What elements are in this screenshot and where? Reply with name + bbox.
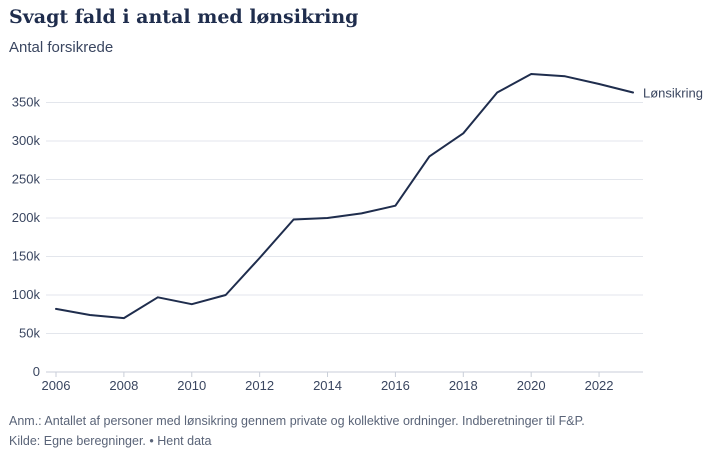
chart-note: Anm.: Antallet af personer med lønsikrin… <box>9 414 585 428</box>
line-chart: 0 50k 100k 150k 200k 250k 300k 350k 2006 2008 2010… <box>12 71 703 393</box>
data-point[interactable] <box>596 81 602 87</box>
x-tick-label: 2010 <box>177 378 206 393</box>
x-tick-label: 2018 <box>449 378 478 393</box>
data-point[interactable] <box>325 215 331 221</box>
x-tick-label: 2014 <box>313 378 342 393</box>
data-point[interactable] <box>291 217 297 223</box>
x-tick-label: 2006 <box>42 378 71 393</box>
chart-subtitle: Antal forsikrede <box>9 39 114 56</box>
x-tick-label: 2016 <box>381 378 410 393</box>
download-data-link[interactable]: Hent data <box>157 434 212 448</box>
y-tick-label: 250k <box>12 172 41 187</box>
data-point[interactable] <box>121 315 127 321</box>
y-tick-label: 200k <box>12 210 41 225</box>
source-text: Kilde: Egne beregninger. • <box>9 434 158 448</box>
data-point[interactable] <box>87 312 93 318</box>
x-tick-label: 2008 <box>109 378 138 393</box>
series-label: Lønsikring <box>643 85 703 100</box>
x-tick-label: 2012 <box>245 378 274 393</box>
chart-source: Kilde: Egne beregninger. • Hent data <box>9 434 211 448</box>
y-tick-label: 50k <box>19 326 40 341</box>
data-point[interactable] <box>426 153 432 159</box>
y-tick-label: 300k <box>12 133 41 148</box>
data-point[interactable] <box>392 203 398 209</box>
y-tick-label: 350k <box>12 95 41 110</box>
data-point[interactable] <box>189 301 195 307</box>
data-point[interactable] <box>53 306 59 312</box>
x-tick-label: 2020 <box>517 378 546 393</box>
chart-title: Svagt fald i antal med lønsikring <box>9 6 359 28</box>
data-point[interactable] <box>528 71 534 77</box>
x-tick-label: 2022 <box>585 378 614 393</box>
data-point[interactable] <box>630 89 636 95</box>
y-tick-label: 0 <box>33 364 40 379</box>
y-tick-label: 100k <box>12 287 41 302</box>
data-point[interactable] <box>460 130 466 136</box>
data-point[interactable] <box>223 292 229 298</box>
data-point[interactable] <box>562 73 568 79</box>
data-point[interactable] <box>494 89 500 95</box>
data-point[interactable] <box>155 294 161 300</box>
data-point[interactable] <box>358 210 364 216</box>
data-point[interactable] <box>257 255 263 261</box>
series-line <box>55 73 634 320</box>
y-tick-label: 150k <box>12 249 41 264</box>
